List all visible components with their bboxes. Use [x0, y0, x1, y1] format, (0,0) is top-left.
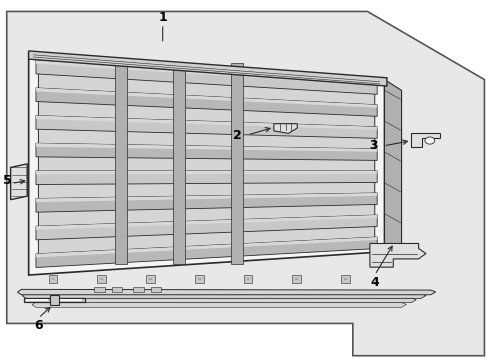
- Bar: [244, 275, 252, 283]
- Polygon shape: [274, 124, 297, 134]
- Polygon shape: [36, 237, 377, 267]
- Polygon shape: [36, 143, 377, 152]
- Text: 3: 3: [369, 139, 378, 152]
- Bar: [231, 63, 243, 264]
- Bar: [195, 275, 204, 283]
- Text: 1: 1: [158, 11, 167, 24]
- Polygon shape: [385, 80, 402, 252]
- Polygon shape: [36, 88, 377, 116]
- Polygon shape: [28, 51, 387, 86]
- Polygon shape: [23, 293, 426, 298]
- Polygon shape: [36, 116, 377, 130]
- Polygon shape: [24, 298, 50, 302]
- Polygon shape: [49, 296, 59, 305]
- Bar: [98, 275, 106, 283]
- Bar: [150, 287, 161, 292]
- Polygon shape: [32, 302, 406, 307]
- Bar: [95, 287, 105, 292]
- Polygon shape: [36, 193, 377, 202]
- Polygon shape: [36, 171, 377, 185]
- Bar: [173, 63, 185, 264]
- Polygon shape: [7, 12, 485, 356]
- Bar: [116, 63, 127, 264]
- Polygon shape: [411, 133, 440, 147]
- Bar: [341, 275, 350, 283]
- Bar: [293, 275, 301, 283]
- Polygon shape: [36, 143, 377, 160]
- Text: 5: 5: [3, 174, 12, 186]
- Text: 6: 6: [34, 319, 43, 332]
- Polygon shape: [36, 215, 377, 230]
- Bar: [49, 275, 57, 283]
- Text: 2: 2: [233, 129, 242, 142]
- Polygon shape: [38, 63, 375, 264]
- Polygon shape: [36, 88, 377, 108]
- Polygon shape: [58, 298, 85, 302]
- Bar: [112, 287, 122, 292]
- Polygon shape: [36, 171, 377, 175]
- Polygon shape: [36, 116, 377, 138]
- Circle shape: [425, 137, 435, 144]
- Polygon shape: [370, 243, 426, 267]
- Polygon shape: [11, 164, 27, 200]
- Bar: [133, 287, 144, 292]
- Polygon shape: [27, 297, 416, 303]
- Polygon shape: [26, 299, 48, 301]
- Polygon shape: [36, 237, 377, 257]
- Polygon shape: [60, 299, 82, 301]
- Text: 4: 4: [370, 276, 379, 289]
- Polygon shape: [36, 60, 377, 86]
- Polygon shape: [28, 53, 385, 275]
- Polygon shape: [36, 60, 377, 94]
- Bar: [146, 275, 155, 283]
- Polygon shape: [36, 193, 377, 212]
- Polygon shape: [36, 215, 377, 240]
- Polygon shape: [18, 289, 436, 295]
